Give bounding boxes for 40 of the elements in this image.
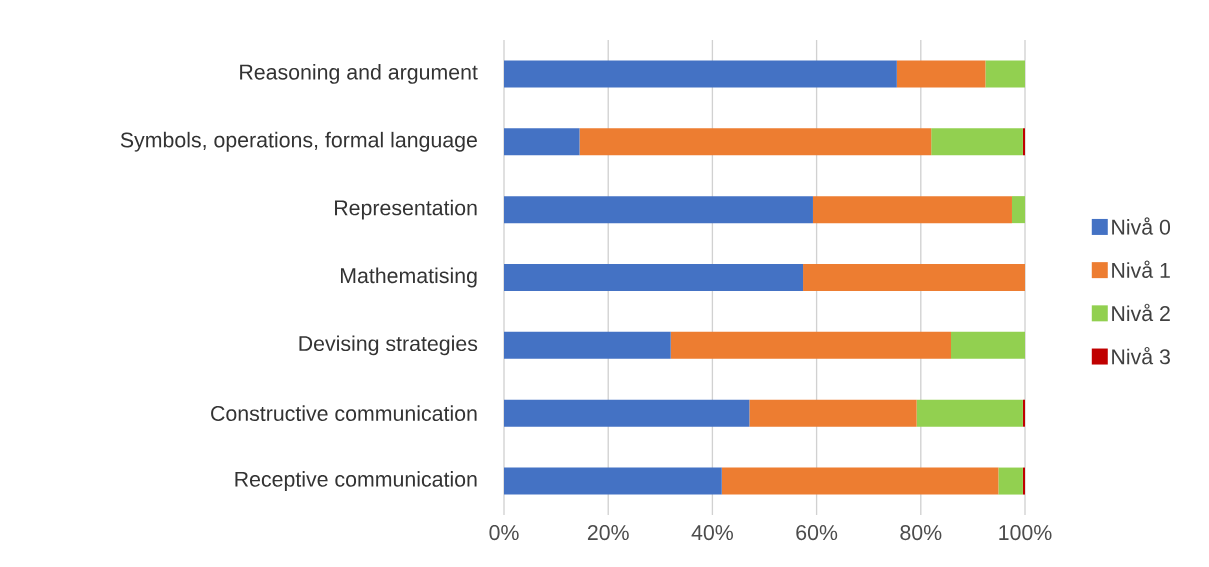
bar — [504, 263, 804, 291]
bar — [670, 331, 952, 359]
bar — [504, 399, 750, 427]
bar — [985, 60, 1025, 88]
y-tick-label: Receptive communication — [235, 471, 477, 492]
bar — [931, 128, 1023, 156]
y-tick-label: Symbols, operations, formal language — [120, 131, 477, 152]
y-tick-label: Constructive communication — [211, 405, 477, 422]
y-tick-label: Representation — [335, 199, 477, 220]
bar — [1022, 128, 1025, 156]
x-tick-label: 0% — [489, 525, 519, 541]
bar — [1022, 467, 1025, 495]
bar — [504, 467, 722, 495]
bar — [803, 263, 1025, 291]
bar — [749, 399, 917, 427]
legend-label: Nivå 3 — [1112, 346, 1170, 365]
x-tick-label: 20% — [587, 525, 629, 541]
bar — [916, 399, 1023, 427]
x-tick-label: 40% — [691, 525, 733, 541]
bar — [504, 331, 671, 359]
x-tick-label: 60% — [796, 525, 838, 541]
y-tick-label: Reasoning and argument — [240, 63, 478, 84]
legend-label: Nivå 2 — [1112, 303, 1170, 322]
bar — [896, 60, 986, 88]
legend-label: Nivå 1 — [1112, 260, 1170, 278]
bar — [812, 196, 1012, 224]
x-tick-label: 100% — [999, 525, 1052, 541]
x-tick-label: 80% — [900, 525, 942, 541]
bar — [1011, 196, 1025, 224]
bar — [998, 467, 1023, 495]
y-tick-label: Mathematising — [340, 267, 477, 288]
bar — [504, 60, 897, 88]
bar — [1022, 399, 1025, 427]
bar — [504, 196, 813, 224]
bar — [504, 128, 580, 156]
bar — [951, 331, 1025, 359]
bar — [721, 467, 999, 495]
legend-label: Nivå 0 — [1112, 217, 1171, 235]
y-tick-label: Devising strategies — [299, 335, 478, 356]
bar — [579, 128, 932, 156]
